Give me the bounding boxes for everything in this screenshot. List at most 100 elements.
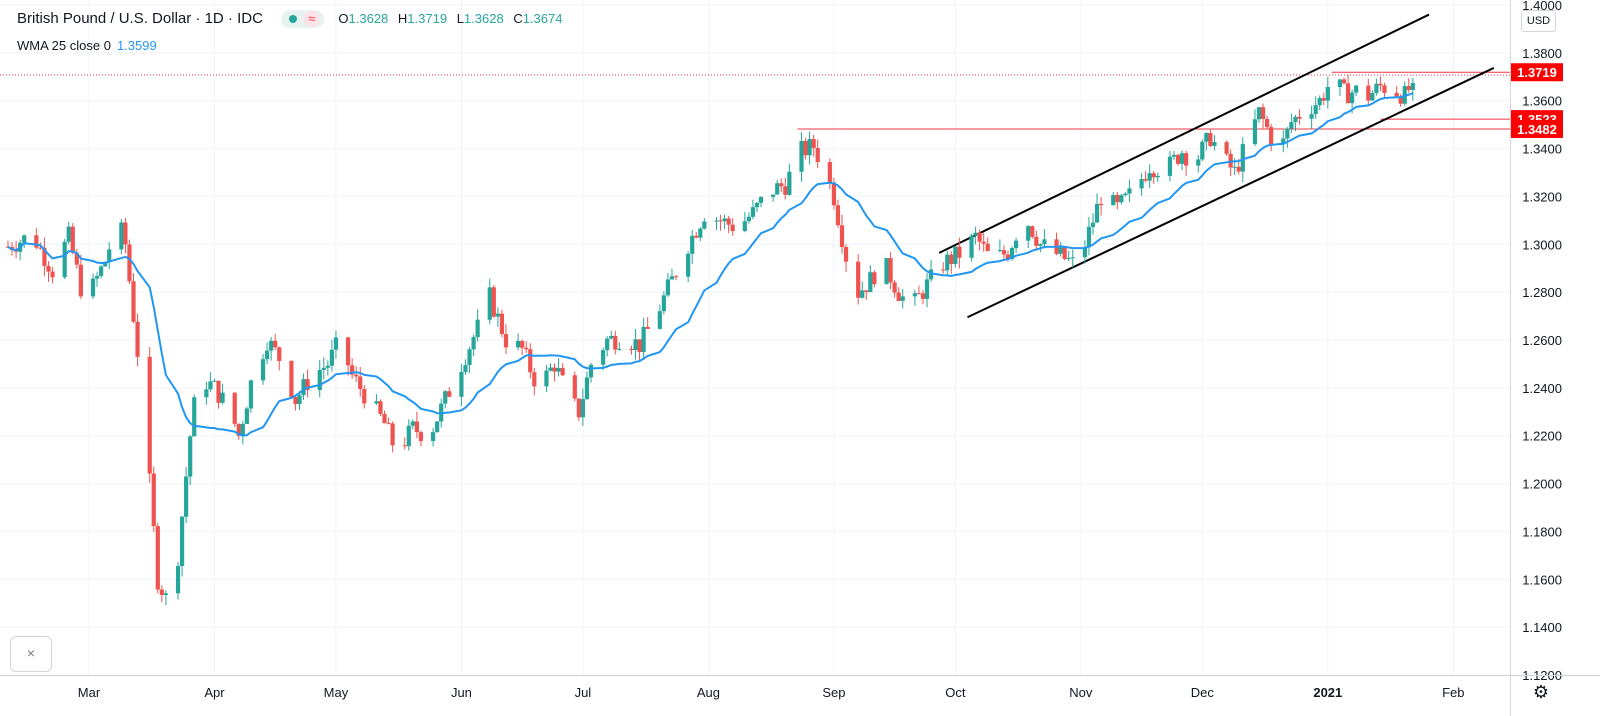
candle-body <box>726 218 731 225</box>
candle-body <box>1378 83 1383 86</box>
candle-body <box>333 337 339 350</box>
candle-body <box>277 347 282 361</box>
candle-body <box>78 264 83 297</box>
candle-body <box>957 246 962 258</box>
candle-body <box>580 399 585 418</box>
candle-body <box>220 392 225 403</box>
candle-body <box>131 281 136 322</box>
candle-body <box>216 380 221 403</box>
candle-body <box>127 244 132 282</box>
candle-body <box>576 398 581 418</box>
candle-body <box>520 340 525 348</box>
candle-body <box>787 171 792 195</box>
x-tick-label: Dec <box>1191 685 1215 700</box>
candle-body <box>779 183 784 187</box>
candle-body <box>135 321 140 357</box>
candle-body <box>1297 116 1302 119</box>
candle-body <box>192 397 197 437</box>
candle-body <box>997 250 1002 252</box>
candle-body <box>665 279 671 296</box>
candle-body <box>410 421 415 426</box>
symbol-title[interactable]: British Pound / U.S. Dollar · 1D · IDC <box>17 10 263 27</box>
collapse-close-icon[interactable]: × <box>10 636 52 672</box>
open-label: O <box>338 11 349 26</box>
candle-body <box>1098 203 1104 206</box>
candle-body <box>807 139 812 156</box>
currency-badge[interactable]: USD <box>1521 10 1556 32</box>
candle-body <box>544 370 549 387</box>
candle-body <box>1204 133 1209 142</box>
y-tick-label: 1.3800 <box>1522 46 1562 61</box>
candle-body <box>746 216 751 222</box>
candle-body <box>188 436 193 477</box>
candle-body <box>839 225 845 247</box>
candle-body <box>1285 128 1290 139</box>
candle-body <box>1034 236 1039 246</box>
candle-body <box>1005 254 1011 260</box>
candle-body <box>1119 195 1124 203</box>
candle-body <box>524 347 529 350</box>
close-label: C <box>513 11 523 26</box>
candle-body <box>928 269 934 280</box>
candle-body <box>1030 226 1035 237</box>
candle-body <box>613 335 618 350</box>
y-tick-label: 1.2200 <box>1522 429 1562 444</box>
candle-body <box>1370 93 1375 101</box>
candle-body <box>159 589 164 595</box>
candle-body <box>260 359 266 381</box>
candle-body <box>981 241 986 244</box>
candle-body <box>730 224 735 232</box>
candle-body <box>1374 83 1379 94</box>
candle-body <box>265 350 270 360</box>
candle-body <box>447 391 452 397</box>
candle-body <box>1196 159 1201 166</box>
y-tick-label: 1.3000 <box>1522 237 1562 252</box>
x-tick-label: Feb <box>1442 685 1464 700</box>
indicator-legend[interactable]: WMA 25 close 0 1.3599 <box>17 38 157 53</box>
candle-body <box>1175 154 1181 164</box>
candle-body <box>204 389 209 398</box>
wma-series <box>7 92 1414 437</box>
candle-body <box>750 207 756 217</box>
candle-body <box>94 276 100 279</box>
candle-body <box>435 421 440 433</box>
candle-body <box>301 379 306 396</box>
candle-body <box>872 272 877 285</box>
candle-body <box>556 368 561 372</box>
candle-body <box>1350 92 1355 104</box>
candle-body <box>1240 144 1245 172</box>
candle-body <box>1260 107 1266 119</box>
candle-body <box>358 376 363 390</box>
candle-body <box>722 218 727 222</box>
candle-body <box>742 221 747 232</box>
candle-body <box>212 380 217 382</box>
candle-body <box>414 421 420 433</box>
candle-body <box>815 148 820 163</box>
x-tick-label: May <box>324 685 349 700</box>
candle-body <box>856 261 861 298</box>
open-value: 1.3628 <box>348 11 389 26</box>
x-tick-label: Mar <box>78 685 101 700</box>
candle-body <box>1366 85 1371 101</box>
candle-body <box>588 364 594 378</box>
wave-icon: ≈ <box>303 11 321 28</box>
price-label-box <box>1511 63 1563 82</box>
candle-body <box>1042 239 1047 245</box>
y-tick-label: 1.3600 <box>1522 94 1562 109</box>
candle-body <box>443 391 448 404</box>
candle-body <box>90 278 96 297</box>
market-status-pill[interactable]: ≈ <box>281 10 325 29</box>
candle-body <box>70 226 75 253</box>
candle-body <box>661 295 666 312</box>
candle-body <box>350 365 355 375</box>
candle-body <box>584 377 590 400</box>
settings-gear-icon[interactable]: ⚙ <box>1532 682 1550 702</box>
candle-body <box>1013 240 1019 249</box>
candle-body <box>698 228 703 238</box>
x-tick-label: Sep <box>822 685 845 700</box>
wma-line <box>7 92 1414 437</box>
candle-body <box>758 196 764 203</box>
candle-body <box>1151 173 1156 178</box>
candle-body <box>953 246 958 265</box>
